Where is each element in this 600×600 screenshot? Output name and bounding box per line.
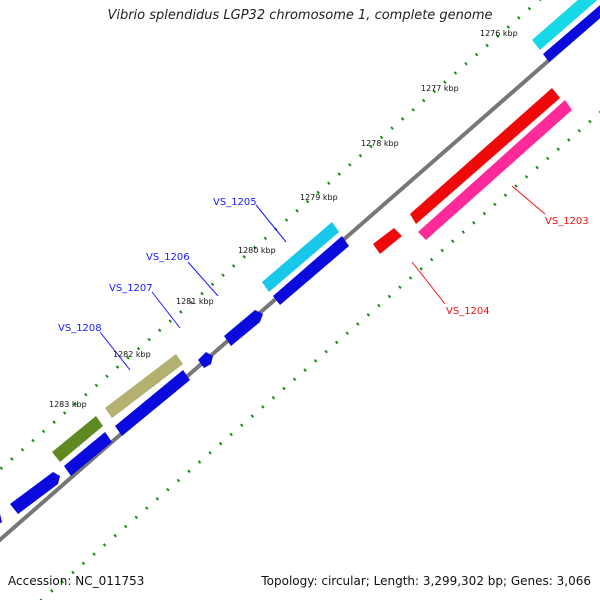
topology-summary: Topology: circular; Length: 3,299,302 bp…	[261, 574, 591, 588]
gene-arrow	[262, 222, 339, 292]
leader-vs-1203	[511, 185, 546, 215]
gene-arrow	[10, 472, 60, 514]
tick-label: 1279 kbp	[300, 193, 338, 202]
leader-vs-1205	[255, 204, 287, 243]
gene-label-vs-1205: VS_1205	[213, 197, 257, 208]
forward-strand-genes	[0, 0, 600, 524]
gene-arrow	[198, 352, 213, 368]
gene-arrow	[105, 354, 183, 418]
tick-label: 1283 kbp	[49, 400, 87, 409]
leader-vs-1207	[151, 291, 181, 329]
gene-arrow	[52, 416, 103, 462]
gene-arrow	[418, 100, 572, 240]
tick-label: 1277 kbp	[421, 84, 459, 93]
leader-vs-1208	[99, 331, 131, 371]
leader-vs-1204	[411, 261, 446, 305]
tick-label: 1280 kbp	[238, 246, 276, 255]
gene-arrow	[64, 432, 112, 476]
tick-label: 1281 kbp	[176, 297, 214, 306]
tick-labels: 1276 kbp 1277 kbp 1278 kbp 1279 kbp 1280…	[49, 29, 518, 409]
gene-label-vs-1207: VS_1207	[109, 283, 153, 294]
reverse-strand-genes	[373, 88, 572, 254]
gene-arrow	[224, 310, 263, 346]
gene-label-vs-1203: VS_1203	[545, 216, 589, 227]
gene-arrow	[410, 88, 560, 224]
gene-label-vs-1204: VS_1204	[446, 306, 490, 317]
gene-arrow	[115, 370, 190, 436]
map-title: Vibrio splendidus LGP32 chromosome 1, co…	[107, 8, 493, 23]
gene-arrow	[532, 0, 598, 50]
gene-label-vs-1206: VS_1206	[146, 252, 190, 263]
tick-label: 1282 kbp	[113, 350, 151, 359]
gene-arrow	[543, 5, 600, 62]
label-leaders	[99, 185, 546, 371]
gene-labels: VS_1203 VS_1204 VS_1205 VS_1206 VS_1207 …	[58, 197, 589, 334]
leader-vs-1206	[187, 261, 219, 297]
tick-label: 1278 kbp	[361, 139, 399, 148]
gene-arrow	[273, 236, 349, 305]
tick-label: 1276 kbp	[480, 29, 518, 38]
gene-arrow	[0, 514, 2, 524]
gene-label-vs-1208: VS_1208	[58, 323, 102, 334]
accession-text: Accession: NC_011753	[8, 574, 145, 588]
gene-arrow	[373, 228, 402, 254]
